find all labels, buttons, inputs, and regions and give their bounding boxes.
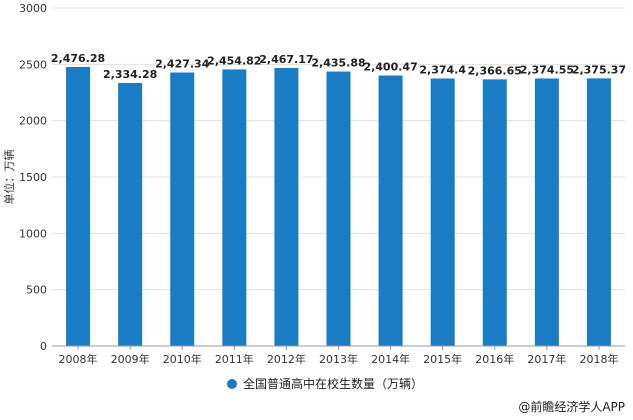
legend-label: 全国普通高中在校生数量（万辆）: [243, 376, 423, 391]
x-tick-label: 2012年: [267, 352, 306, 366]
data-label: 2,427.34: [155, 58, 210, 71]
x-tick-label: 2017年: [527, 352, 566, 366]
bar[interactable]: [586, 78, 611, 347]
x-tick-label: 2008年: [59, 352, 98, 366]
y-tick-label: 1500: [19, 171, 47, 184]
x-axis-ticks: 2008年 2009年 2010年 2011年 2012年 2013年 2014年 2015年…: [59, 346, 618, 366]
y-tick-label: 2500: [19, 58, 47, 71]
x-tick-label: 2015年: [423, 352, 462, 366]
y-tick-label: 3000: [19, 2, 47, 15]
legend[interactable]: 全国普通高中在校生数量（万辆）: [227, 376, 423, 391]
y-tick-label: 1000: [19, 227, 47, 240]
data-label: 2,435.88: [311, 57, 365, 70]
y-axis-title: 单位：万辆: [2, 150, 16, 205]
bar[interactable]: [170, 72, 195, 347]
y-tick-label: 500: [26, 284, 47, 297]
data-label: 2,400.47: [363, 61, 417, 74]
x-tick-label: 2011年: [215, 352, 254, 366]
data-label: 2,476.28: [51, 52, 105, 65]
data-label: 2,366.65: [468, 64, 522, 77]
data-label: 2,375.37: [572, 63, 626, 76]
legend-marker: [227, 379, 237, 389]
data-label: 2,454.82: [207, 54, 261, 67]
bar[interactable]: [274, 68, 299, 347]
data-label: 2,374.55: [520, 63, 574, 76]
data-label: 2,374.4: [419, 63, 466, 76]
x-tick-label: 2009年: [111, 352, 150, 366]
bar[interactable]: [430, 78, 455, 347]
bar[interactable]: [66, 67, 91, 346]
bar[interactable]: [534, 78, 559, 346]
x-tick-label: 2014年: [371, 352, 410, 366]
bar[interactable]: [326, 71, 351, 346]
y-tick-label: 2000: [19, 115, 47, 128]
data-labels: 2,476.28 2,334.282,427.342,454.822,467.17…: [51, 52, 626, 81]
data-label: 2,467.17: [259, 53, 313, 66]
bar[interactable]: [118, 83, 143, 346]
x-tick-label: 2010年: [163, 352, 202, 366]
y-axis-ticks: 0 500 1000 1500 2000 2500 3000: [19, 2, 47, 353]
bar[interactable]: [482, 79, 507, 347]
data-label: 2,334.28: [103, 68, 157, 81]
source-credit: @前瞻经济学人APP: [518, 399, 625, 414]
x-tick-label: 2018年: [579, 352, 618, 366]
x-tick-label: 2016年: [475, 352, 514, 366]
bars: [66, 67, 611, 347]
y-tick-label: 0: [40, 340, 47, 353]
bar[interactable]: [222, 69, 247, 346]
x-tick-label: 2013年: [319, 352, 358, 366]
bar[interactable]: [378, 75, 403, 346]
